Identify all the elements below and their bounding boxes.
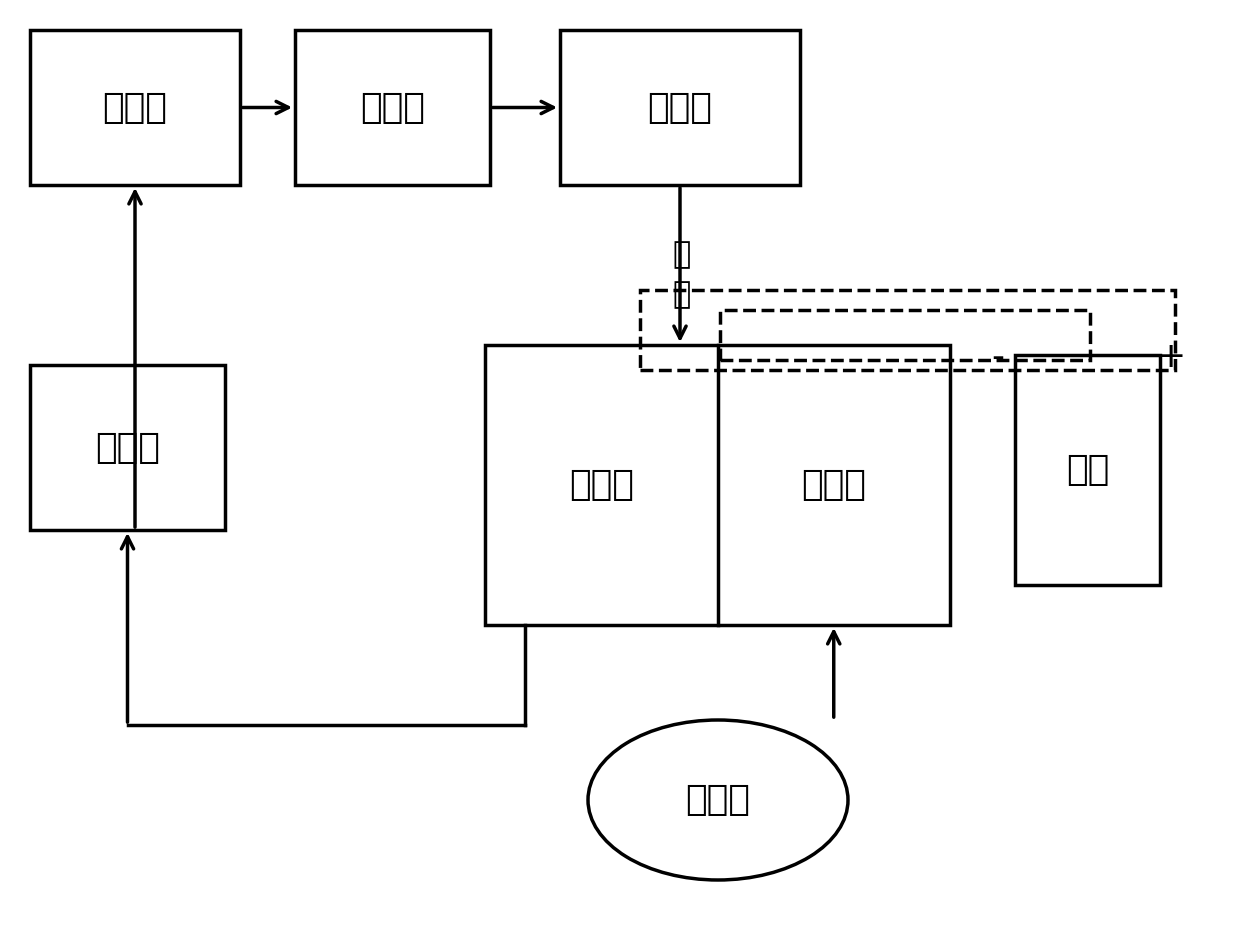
Bar (30, 365, 225, 530)
Bar (560, 30, 800, 185)
Bar (30, 30, 240, 185)
Text: 电源: 电源 (1066, 453, 1109, 487)
Text: 补液池: 补液池 (685, 783, 751, 817)
Text: 过: 过 (672, 240, 690, 269)
Bar (720, 310, 1090, 360)
Text: 反应池: 反应池 (361, 90, 425, 125)
Text: 阴极室: 阴极室 (802, 468, 866, 502)
Text: +: + (1155, 340, 1186, 374)
Text: 虔刻机: 虔刻机 (103, 90, 167, 125)
Ellipse shape (589, 720, 847, 880)
Bar (295, 30, 489, 185)
Bar (484, 345, 950, 625)
Text: 滤: 滤 (672, 280, 690, 309)
Text: 调节池: 调节池 (95, 430, 160, 465)
Text: 阳极室: 阳极室 (569, 468, 633, 502)
Text: 沉降池: 沉降池 (648, 90, 712, 125)
Bar (1015, 355, 1160, 585)
Bar (641, 290, 1175, 370)
Text: -: - (991, 340, 1005, 374)
